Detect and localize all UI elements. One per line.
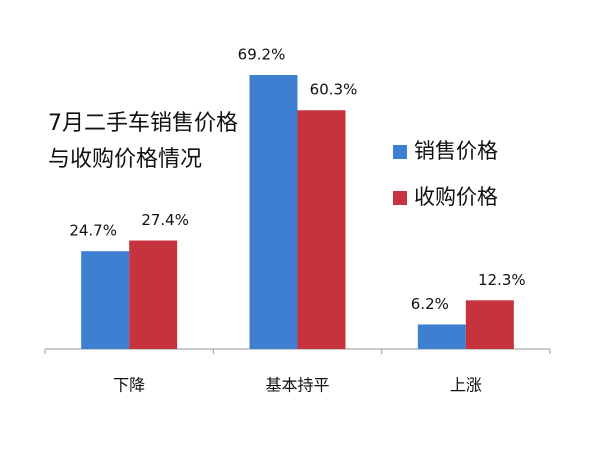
legend-label: 收购价格 xyxy=(414,185,498,209)
bar xyxy=(129,240,178,349)
value-label: 12.3% xyxy=(478,271,526,289)
chart-title: 与收购价格情况 xyxy=(48,147,202,172)
x-tick-label: 基本持平 xyxy=(265,376,329,395)
bar xyxy=(297,110,346,349)
legend-label: 销售价格 xyxy=(414,139,498,163)
bar xyxy=(465,300,514,349)
bar xyxy=(417,324,466,349)
bar xyxy=(249,75,298,349)
x-tick-label: 下降 xyxy=(113,376,145,395)
legend-swatch xyxy=(393,191,407,205)
bar xyxy=(81,251,130,349)
value-label: 69.2% xyxy=(238,46,286,64)
legend-swatch xyxy=(393,145,407,159)
value-label: 27.4% xyxy=(141,211,189,229)
value-label: 24.7% xyxy=(69,222,117,240)
value-label: 60.3% xyxy=(310,81,358,99)
chart-title: 7月二手车销售价格 xyxy=(48,111,238,136)
value-label: 6.2% xyxy=(411,295,449,313)
x-tick-label: 上涨 xyxy=(450,376,482,395)
